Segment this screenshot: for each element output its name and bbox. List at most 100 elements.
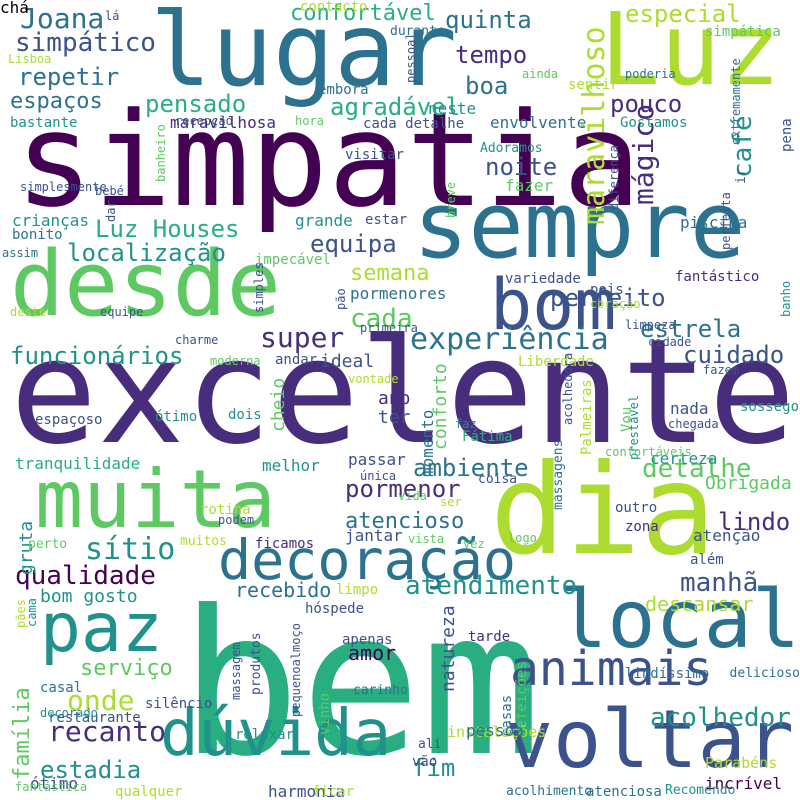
word-simpatica: simpática <box>705 24 781 40</box>
word-animais: animais <box>510 641 713 697</box>
word-unica: única <box>360 469 397 483</box>
word-espacoso: espaçoso <box>35 412 103 428</box>
word-pouco: pouco <box>610 90 683 118</box>
word-produtos: produtos <box>249 632 264 695</box>
word-bom-gosto: bom gosto <box>40 586 138 607</box>
word-joana: Joana <box>20 2 105 35</box>
word-ficar: ficar <box>312 784 355 800</box>
word-fazem: fazem <box>703 363 740 377</box>
word-cama: cama <box>25 598 39 627</box>
word-cheio: cheio <box>268 377 289 432</box>
word-ano: ano <box>378 388 411 409</box>
word-la: lá <box>105 9 120 23</box>
word-estrela: estrela <box>640 315 742 343</box>
word-lugar: lugar <box>150 0 458 110</box>
word-criancas: crianças <box>12 211 90 230</box>
word-estadia: estadia <box>40 756 142 784</box>
word-simpatia: simpatia <box>15 84 642 236</box>
word-carinho: carinho <box>353 683 408 698</box>
word-tempo: tempo <box>455 41 528 69</box>
word-bom: bom <box>490 264 617 346</box>
word-pois: pois <box>590 282 624 298</box>
word-cuidado: cuidado <box>683 341 785 369</box>
word-jantar: jantar <box>345 526 403 545</box>
word-podem: podem <box>218 513 255 527</box>
word-breve: breve <box>444 181 458 218</box>
word-primeira: primeira <box>360 321 418 335</box>
word-palmeiras: Palmeiras <box>579 379 595 455</box>
word-casal: casal <box>40 680 83 696</box>
word-ideal: ideal <box>320 351 375 372</box>
word-adoramos: Adoramos <box>480 141 543 156</box>
word-chegada: chegada <box>668 417 719 431</box>
word-coracao: coração <box>590 297 641 311</box>
word-detalhe: detalhe <box>642 454 752 484</box>
word-recepcao: recepção <box>175 114 233 128</box>
word-alem: além <box>690 552 724 568</box>
word-repetir: repetir <box>18 63 120 91</box>
word-ficamos: ficamos <box>255 536 315 552</box>
word-hora: hora <box>295 114 324 128</box>
word-manha: manhã <box>680 568 759 598</box>
word-acolhimento: acolhimento <box>506 784 593 799</box>
word-sitio: sítio <box>85 532 176 567</box>
word-decoracao: decoração <box>218 528 517 592</box>
word-perto: perto <box>28 537 68 552</box>
word-boa: boa <box>465 72 509 100</box>
word-pessoa: pessoa <box>466 721 524 740</box>
word-perfeita: perfeita <box>719 192 733 250</box>
word-pessoal: pessoal <box>404 32 418 83</box>
word-recanto: recanto <box>48 715 167 748</box>
word-simpatico: simpático <box>15 28 156 58</box>
word-gostamos: Gostamos <box>620 115 688 131</box>
word-simples: simples <box>252 262 266 313</box>
word-momento: momento <box>418 409 437 477</box>
word-sempre: sempre <box>413 172 746 279</box>
word-outro: outro <box>615 500 658 516</box>
word-confortavel: confortável <box>290 1 436 26</box>
word-assim: assim <box>2 246 39 260</box>
word-especial: especial <box>625 0 741 28</box>
word-delicioso: delicioso <box>729 666 800 681</box>
word-contacto: contacto <box>300 0 368 15</box>
word-pequenoalmoco: pequenoalmoço <box>289 623 303 717</box>
word-atencioso: atencioso <box>345 509 465 534</box>
word-limpo: limpo <box>336 582 379 598</box>
word-nada: nada <box>670 399 709 418</box>
word-recebido: recebido <box>235 578 332 602</box>
word-pena: pena <box>779 118 795 152</box>
word-fim: fim <box>412 754 456 782</box>
word-estar: estar <box>365 212 408 228</box>
word-agradavel: agradável <box>330 93 461 121</box>
word-fatima: Fátima <box>462 429 513 445</box>
word-excelente: excelente <box>10 308 796 477</box>
word-lindissimo: lindíssimo <box>625 666 710 682</box>
word-sentir: sentir <box>568 77 619 93</box>
word-passar: passar <box>348 450 406 469</box>
word-dia: dia <box>490 438 716 583</box>
word-rotina: rotina <box>200 502 251 518</box>
word-charme: charme <box>175 333 219 347</box>
word-tarde: tarde <box>468 629 511 645</box>
word-bonito: bonito <box>12 227 63 243</box>
word-vista: vista <box>408 532 445 546</box>
word-banho: banho <box>779 280 793 317</box>
word-familia: família <box>10 687 35 780</box>
word-ir: ir <box>734 168 749 184</box>
word-experiencia: experiência <box>410 322 609 357</box>
word-pao: pão <box>334 288 348 310</box>
word-natureza: natureza <box>438 605 459 692</box>
word-paz: paz <box>40 589 163 668</box>
word-andar: andar <box>275 352 318 368</box>
word-vida: vida <box>398 489 427 503</box>
word-sossego: sossego <box>740 399 800 415</box>
word-luz-houses: Luz Houses <box>95 215 240 243</box>
word-harmonia: harmonia <box>268 782 346 800</box>
word-confortaveis: confortáveis <box>605 445 692 459</box>
word-semana: semana <box>350 261 430 286</box>
word-relaxar: relaxar <box>235 727 295 743</box>
word-bem: bem <box>180 568 542 800</box>
word-cha: chá <box>0 0 29 17</box>
word-massagem: massagem <box>229 642 243 700</box>
word-impecavel: impecável <box>255 252 331 268</box>
